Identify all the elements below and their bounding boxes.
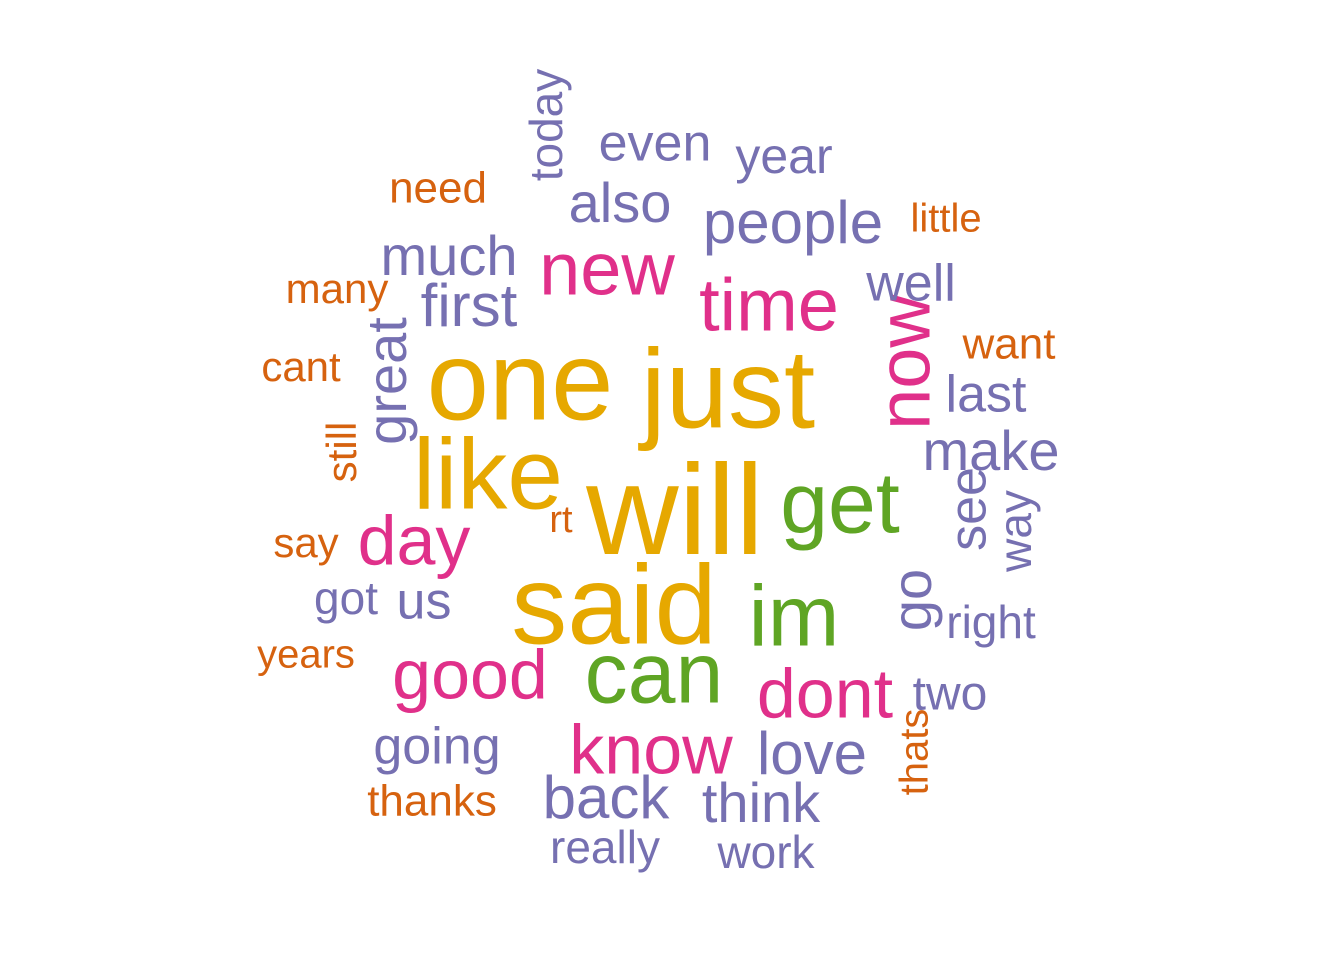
word-right: right: [946, 596, 1036, 648]
word-cant: cant: [261, 343, 341, 390]
word-one: one: [427, 319, 614, 444]
word-say: say: [273, 519, 338, 566]
word-first: first: [421, 272, 518, 339]
word-even: even: [599, 115, 712, 173]
word-last: last: [946, 366, 1027, 424]
word-people: people: [703, 189, 883, 256]
word-really: really: [550, 821, 660, 873]
word-going: going: [373, 718, 500, 776]
word-us: us: [397, 573, 452, 631]
word-back: back: [543, 764, 671, 831]
word-like: like: [413, 418, 563, 530]
word-also: also: [569, 171, 672, 234]
word-way: way: [989, 490, 1041, 573]
word-love: love: [757, 720, 867, 787]
word-go: go: [880, 569, 943, 631]
word-little: little: [910, 197, 981, 241]
word-time: time: [699, 264, 839, 347]
word-still: still: [318, 422, 365, 483]
word-will: will: [585, 439, 764, 582]
word-day: day: [358, 501, 471, 579]
word-dont: dont: [757, 654, 893, 732]
word-just: just: [638, 327, 815, 452]
word-years: years: [257, 633, 355, 677]
word-thats: thats: [893, 709, 937, 796]
word-work: work: [716, 826, 815, 878]
word-now: now: [863, 294, 946, 430]
word-rt: rt: [549, 499, 573, 541]
word-think: think: [702, 771, 821, 834]
word-know: know: [569, 710, 733, 788]
word-great: great: [355, 317, 418, 445]
word-need: need: [389, 164, 487, 213]
word-im: im: [749, 569, 840, 665]
word-see: see: [940, 467, 998, 551]
word-said: said: [511, 543, 716, 668]
word-got: got: [314, 572, 378, 624]
word-year: year: [735, 128, 832, 184]
word-thanks: thanks: [367, 777, 497, 826]
word-make: make: [923, 419, 1060, 482]
word-new: new: [539, 228, 675, 311]
word-want: want: [962, 320, 1056, 369]
word-good: good: [392, 635, 548, 713]
word-much: much: [381, 224, 518, 287]
word-well: well: [865, 255, 956, 313]
word-two: two: [913, 668, 988, 721]
word-many: many: [286, 265, 389, 312]
word-get: get: [780, 456, 900, 552]
word-can: can: [585, 626, 724, 722]
word-today: today: [520, 69, 572, 182]
